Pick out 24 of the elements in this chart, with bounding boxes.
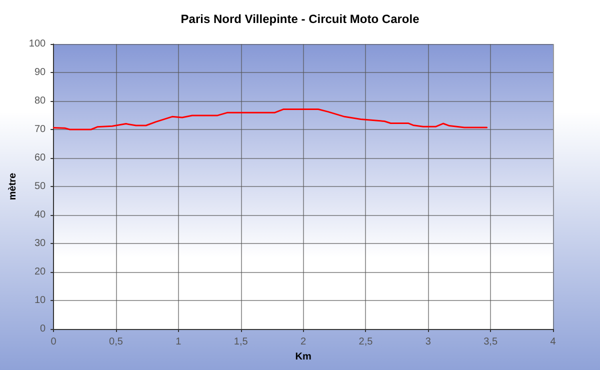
y-tick-label: 0 [40, 324, 46, 334]
y-tick-label: 10 [34, 295, 46, 306]
x-tick-label: 0,5 [109, 336, 124, 348]
y-tick-label: 100 [28, 38, 46, 50]
x-tick-label: 2 [300, 336, 307, 348]
x-tick-label: 0 [50, 336, 57, 348]
y-tick-label: 90 [34, 67, 46, 78]
chart-title: Paris Nord Villepinte - Circuit Moto Carole [180, 12, 420, 26]
x-tick-label: 4 [550, 336, 556, 348]
x-tick-label: 1 [176, 336, 182, 348]
y-tick-label: 20 [34, 266, 46, 278]
x-tick-label: 2,5 [358, 336, 374, 348]
y-axis-title: mètre [8, 172, 18, 200]
y-tick-label: 70 [34, 124, 46, 135]
y-tick-label: 40 [34, 210, 46, 220]
line-series [52, 108, 488, 130]
x-tick-label: 1,5 [234, 336, 248, 348]
y-tick-label: 30 [34, 238, 46, 249]
y-tick-label: 60 [34, 152, 46, 164]
x-tick-label: 3,5 [484, 336, 498, 348]
x-tick-label: 3 [425, 336, 432, 348]
y-tick-label: 50 [34, 181, 46, 192]
x-axis-title: Km [295, 351, 312, 362]
y-tick-label: 80 [34, 96, 46, 106]
